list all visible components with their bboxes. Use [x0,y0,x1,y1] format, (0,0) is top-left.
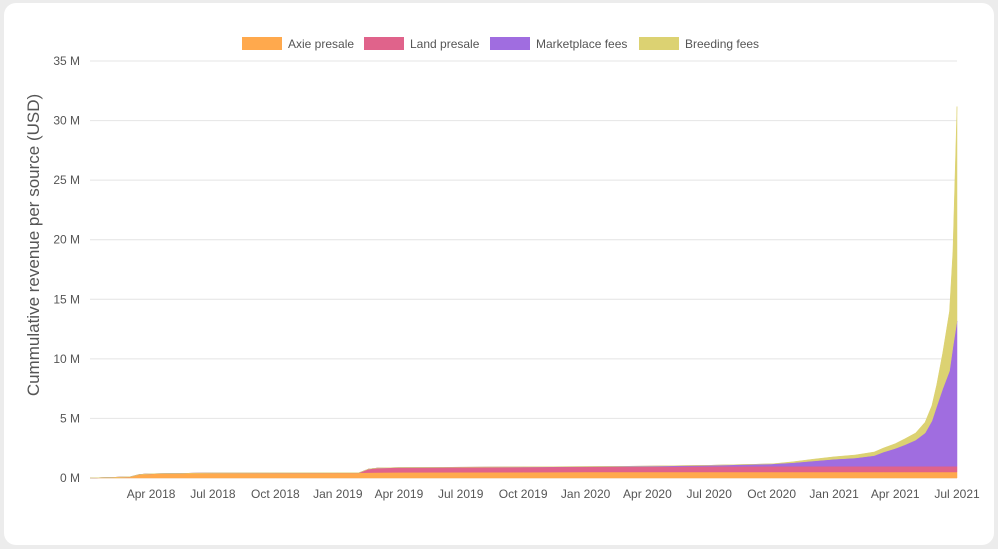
y-axis-ticks: 0 M 5 M 10 M 15 M 20 M 25 M 30 M 35 M [53,54,80,485]
x-tick-label: Jan 2020 [561,487,611,501]
y-tick-label: 25 M [53,173,80,187]
area-series [89,106,958,479]
legend-label: Land presale [410,37,480,51]
y-axis-label: Cummulative revenue per source (USD) [24,94,43,396]
legend-swatch [490,37,530,50]
legend-item[interactable]: Land presale [364,37,480,51]
legend-swatch [364,37,404,50]
legend-swatch [242,37,282,50]
y-tick-label: 0 M [60,471,80,485]
x-axis-ticks: Apr 2018 Jul 2018 Oct 2018 Jan 2019 Apr 2019… [127,487,980,501]
legend[interactable]: Axie presale Land presale Marketplace fees… [242,37,759,51]
grid-lines [90,60,957,479]
legend-label: Axie presale [288,37,354,51]
x-tick-label: Apr 2019 [375,487,424,501]
y-tick-label: 30 M [53,114,80,128]
x-tick-label: Jan 2019 [313,487,363,501]
x-tick-label: Oct 2019 [499,487,548,501]
y-tick-label: 5 M [60,411,80,425]
x-tick-label: Apr 2021 [871,487,920,501]
y-tick-label: 15 M [53,292,80,306]
area-breeding-fees [89,106,958,479]
x-tick-label: Jul 2019 [438,487,484,501]
x-tick-label: Jul 2018 [190,487,236,501]
x-tick-label: Jul 2021 [934,487,980,501]
stacked-area-chart: 0 M 5 M 10 M 15 M 20 M 25 M 30 M 35 M Apr 2018 J… [24,37,980,501]
chart-card: 0 M 5 M 10 M 15 M 20 M 25 M 30 M 35 M Apr 2018 J… [4,3,994,545]
legend-label: Breeding fees [685,37,759,51]
area-marketplace-fees [89,320,958,479]
legend-label: Marketplace fees [536,37,627,51]
legend-swatch [639,37,679,50]
legend-item[interactable]: Marketplace fees [490,37,627,51]
x-tick-label: Jul 2020 [687,487,733,501]
legend-item[interactable]: Axie presale [242,37,354,51]
x-tick-label: Oct 2020 [747,487,796,501]
x-tick-label: Oct 2018 [251,487,300,501]
x-tick-label: Apr 2020 [623,487,672,501]
legend-item[interactable]: Breeding fees [639,37,759,51]
y-tick-label: 20 M [53,233,80,247]
x-tick-label: Apr 2018 [127,487,176,501]
y-tick-label: 35 M [53,54,80,68]
y-tick-label: 10 M [53,352,80,366]
x-tick-label: Jan 2021 [809,487,859,501]
